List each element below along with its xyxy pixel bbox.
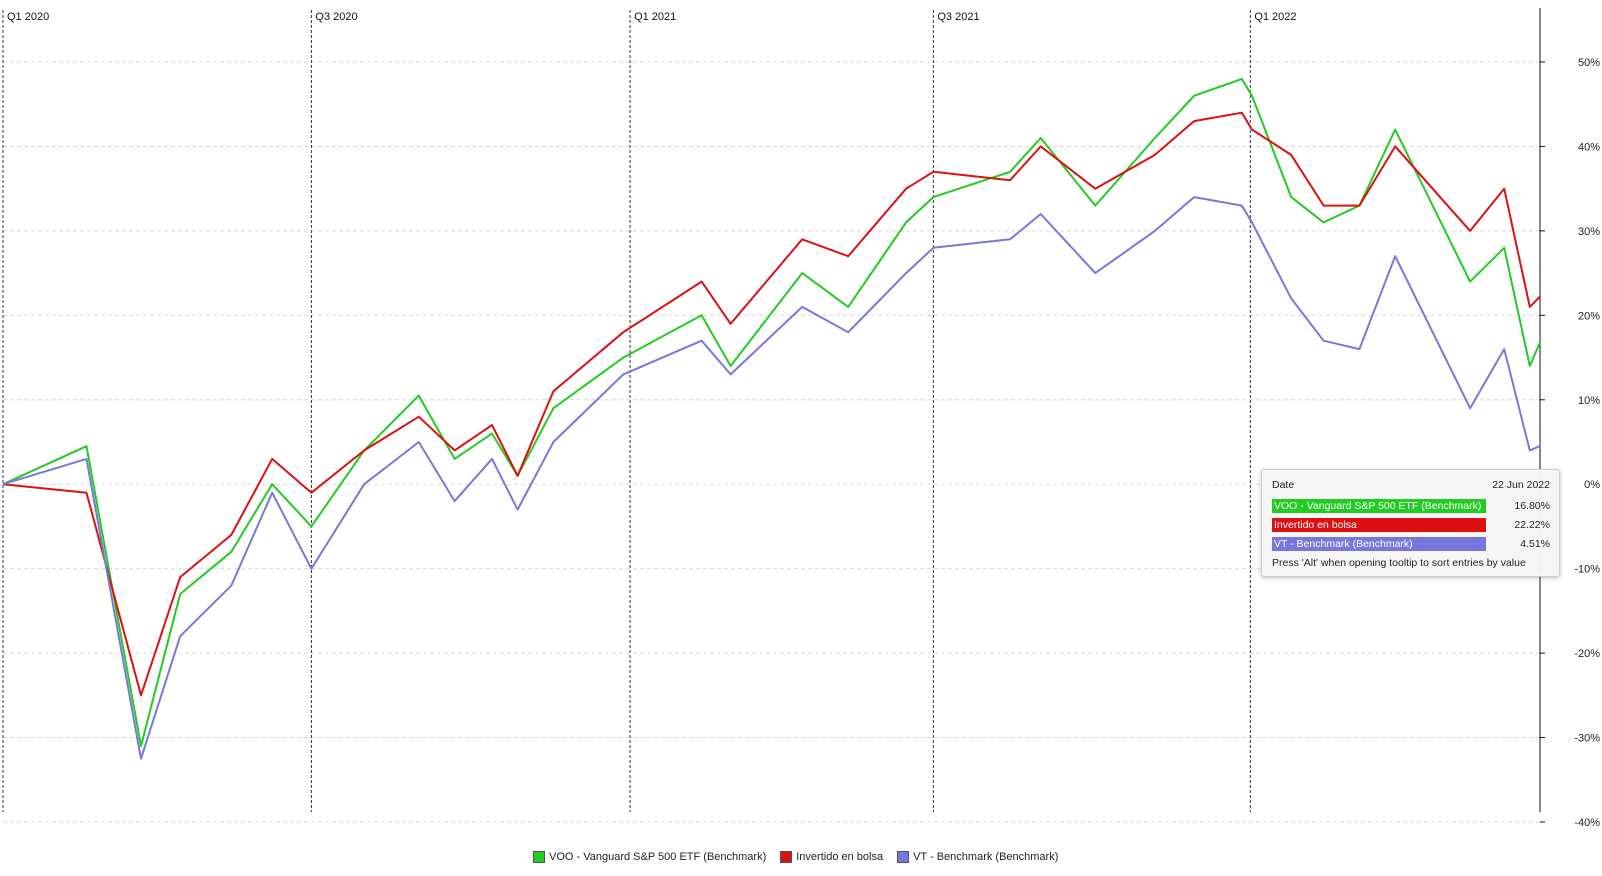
legend-swatch	[533, 851, 545, 863]
series-line	[2, 77, 1541, 747]
quarter-label: Q3 2021	[937, 11, 979, 23]
tooltip-item-name: VOO - Vanguard S&P 500 ETF (Benchmark)	[1272, 499, 1486, 513]
legend-label: Invertido en bolsa	[796, 851, 884, 863]
legend-item-invertido[interactable]: Invertido en bolsa	[780, 851, 883, 863]
series-line	[2, 196, 1541, 760]
tooltip-date-value: 22 Jun 2022	[1492, 479, 1550, 491]
y-tick-label: 30%	[1578, 226, 1600, 238]
tooltip-hint: Press 'Alt' when opening tooltip to sort…	[1272, 557, 1526, 569]
tooltip-item-value: 22.22%	[1514, 519, 1550, 531]
tooltip-item-value: 4.51%	[1520, 538, 1550, 550]
y-tick-label: -20%	[1574, 648, 1600, 660]
quarter-label: Q1 2020	[7, 11, 49, 23]
tooltip-date-label: Date	[1272, 479, 1295, 491]
legend-item-vt[interactable]: VT - Benchmark (Benchmark)	[897, 851, 1058, 863]
y-tick-label: 20%	[1578, 310, 1600, 322]
legend-swatch	[897, 851, 910, 863]
y-tick-label: -10%	[1574, 564, 1600, 576]
hover-tooltip: Date 22 Jun 2022 VOO - Vanguard S&P 500 …	[1261, 469, 1560, 577]
tooltip-item-value: 16.80%	[1514, 500, 1550, 512]
y-tick-label: 10%	[1578, 395, 1600, 407]
legend-swatch	[780, 851, 793, 863]
quarter-label: Q1 2021	[634, 11, 676, 23]
y-axis: 50% 40% 30% 20% 10% 0% -10% -20% -30% -40%	[1539, 8, 1600, 829]
quarter-lines: Q1 2020 Q3 2020 Q1 2021 Q3 2021 Q1 2022	[2, 10, 1297, 812]
tooltip-date-row: Date 22 Jun 2022	[1272, 478, 1550, 492]
series-line	[2, 111, 1541, 697]
y-tick-label: -40%	[1574, 817, 1600, 829]
grid-lines	[3, 61, 1540, 823]
tooltip-item-name: VT - Benchmark (Benchmark)	[1272, 537, 1486, 551]
series-lines	[2, 77, 1541, 760]
y-tick-label: -30%	[1574, 733, 1600, 745]
legend-label: VT - Benchmark (Benchmark)	[913, 851, 1059, 863]
y-tick-label: 0%	[1584, 479, 1600, 491]
y-tick-label: 50%	[1578, 57, 1600, 69]
quarter-label: Q1 2022	[1254, 11, 1296, 23]
legend-label: VOO - Vanguard S&P 500 ETF (Benchmark)	[549, 851, 767, 863]
legend-item-voo[interactable]: VOO - Vanguard S&P 500 ETF (Benchmark)	[533, 851, 766, 863]
y-tick-label: 40%	[1578, 141, 1600, 153]
quarter-label: Q3 2020	[315, 11, 357, 23]
tooltip-item-name: Invertido en bolsa	[1272, 518, 1486, 532]
tooltip-item: VT - Benchmark (Benchmark) 4.51%	[1272, 537, 1550, 551]
tooltip-item: VOO - Vanguard S&P 500 ETF (Benchmark) 1…	[1272, 499, 1550, 513]
legend: VOO - Vanguard S&P 500 ETF (Benchmark) I…	[533, 850, 1058, 864]
tooltip-item: Invertido en bolsa 22.22%	[1272, 518, 1550, 532]
